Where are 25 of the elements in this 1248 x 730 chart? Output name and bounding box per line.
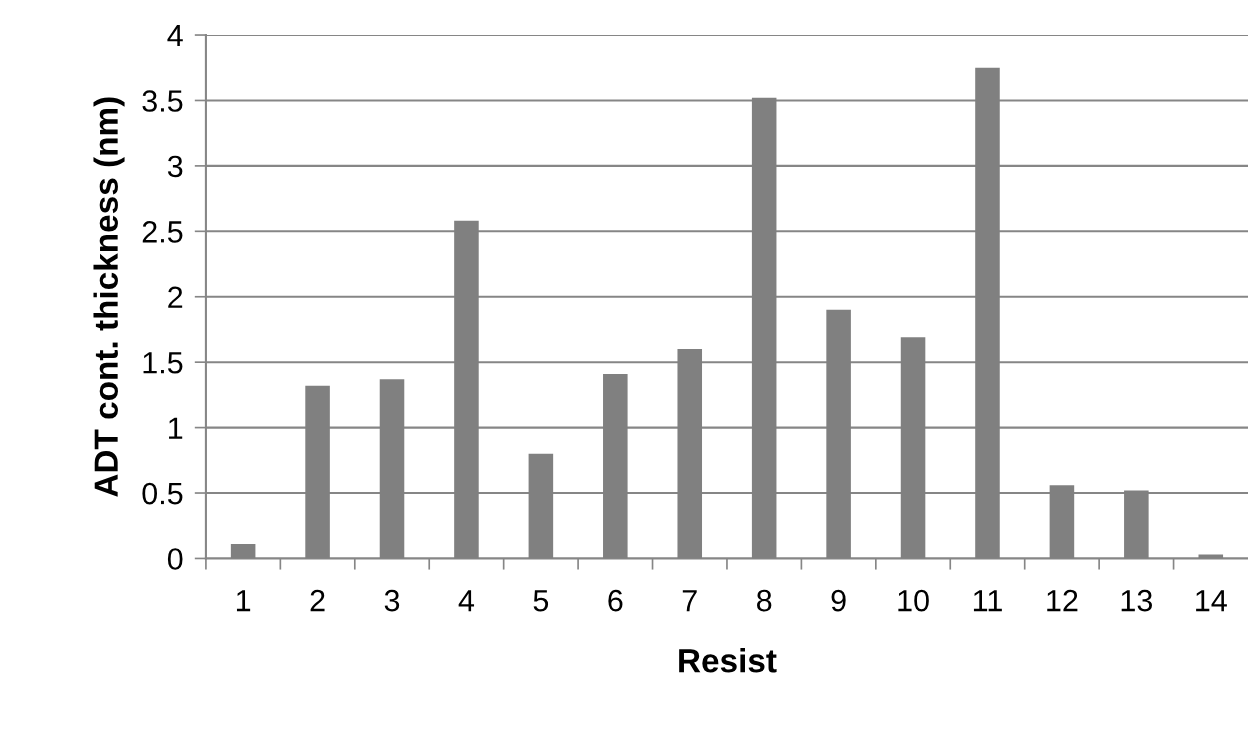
x-tick-label: 10 [898,589,929,612]
x-tick-label: 7 [682,590,697,612]
y-axis-title: ADT cont. thickness (nm) [93,97,125,497]
y-tick-label: 1.5 [143,352,183,374]
y-tick-label: 3 [167,155,183,178]
x-tick-label: 13 [1121,589,1152,612]
x-axis-title: Resist [679,648,777,673]
y-tick-label: 0 [167,548,183,570]
x-tick-label: 8 [757,589,772,612]
y-tick-label: 1 [169,417,183,439]
x-tick-label: 3 [384,589,400,612]
x-tick-label: 1 [236,590,251,612]
x-tick-label: 6 [608,589,623,612]
x-tick-label: 5 [533,590,549,612]
x-tick-label: 2 [310,589,325,612]
y-tick-label: 0.5 [142,482,183,505]
y-tick-label: 2 [168,286,183,308]
y-tick-label: 4 [167,25,183,47]
x-tick-label: 12 [1047,589,1078,612]
x-tick-label: 4 [458,590,475,612]
y-tick-label: 2.5 [142,221,183,243]
x-tick-label: 14 [1196,590,1227,612]
x-tick-label: 9 [831,589,846,612]
x-tick-label: 11 [973,590,1002,612]
y-tick-label: 3.5 [142,90,183,112]
